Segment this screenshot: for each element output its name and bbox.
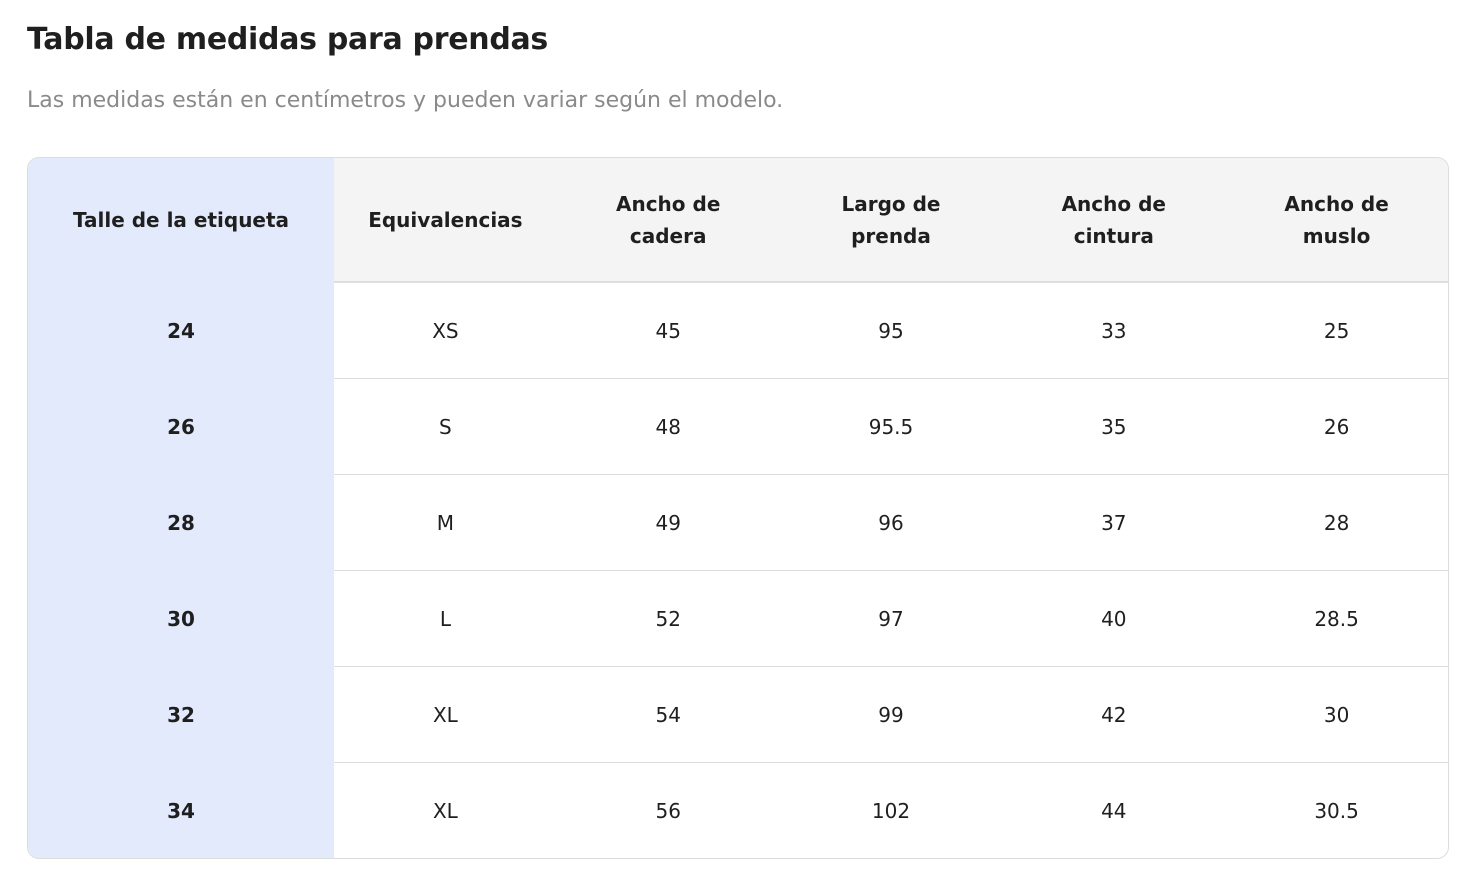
table-cell: 45 <box>556 282 780 379</box>
column-header-text: Ancho de cintura <box>1061 191 1166 248</box>
table-cell: M <box>334 474 557 571</box>
table-cell: 95 <box>779 282 1003 379</box>
size-table: Talle de la etiqueta Equivalencias Ancho d… <box>28 158 1448 858</box>
size-label: 26 <box>28 378 334 475</box>
column-header-text: Largo de prenda <box>841 191 941 248</box>
subtitle: Las medidas están en centímetros y puede… <box>27 88 784 113</box>
column-header-text: Talle de la etiqueta <box>72 207 290 232</box>
size-label: 34 <box>28 762 334 858</box>
table-cell: XL <box>334 666 557 763</box>
table-cell: 40 <box>1002 570 1226 667</box>
table-row: 26 S 48 95.5 35 26 <box>28 378 1448 475</box>
table-container: Talle de la etiqueta Equivalencias Ancho d… <box>27 157 1449 859</box>
column-header-text: Ancho de muslo <box>1284 191 1389 248</box>
table-cell: 44 <box>1101 798 1127 823</box>
table-row: 28 M 49 96 37 28 <box>28 474 1448 571</box>
size-label: 32 <box>28 666 334 763</box>
table-cell: 33 <box>1002 282 1226 379</box>
table-cell: 49 <box>556 474 780 571</box>
table-cell: 56 <box>655 798 681 823</box>
header-row: Talle de la etiqueta Equivalencias Ancho d… <box>28 158 1448 283</box>
column-header-text: Equivalencias <box>368 207 523 232</box>
column-header: Equivalencias <box>334 158 557 283</box>
table-cell: 26 <box>1225 378 1448 475</box>
table-cell: 48 <box>556 378 780 475</box>
table-cell: S <box>334 378 557 475</box>
table-cell: 102 <box>871 798 911 823</box>
table-cell: 28.5 <box>1225 570 1448 667</box>
table-cell: 99 <box>779 666 1003 763</box>
table-cell: 54 <box>556 666 780 763</box>
table-cell: 30.5 <box>1314 798 1359 823</box>
column-header-text: Ancho de cadera <box>615 191 721 248</box>
table-cell: 97 <box>779 570 1003 667</box>
table-cell: XL <box>432 798 458 823</box>
table-body: 24 XS 45 95 33 25 26 S 48 95.5 35 26 28 M 49 96 37 28 30 L 5… <box>28 282 1448 858</box>
size-label: 24 <box>28 282 334 379</box>
column-header: Ancho de cintura <box>1002 158 1226 283</box>
column-header: Ancho de cadera <box>556 158 780 283</box>
table-cell: 95.5 <box>779 378 1003 475</box>
table-cell: 42 <box>1002 666 1226 763</box>
size-label: 30 <box>28 570 334 667</box>
table-cell: 28 <box>1225 474 1448 571</box>
table-cell: 25 <box>1225 282 1448 379</box>
table-cell: 52 <box>556 570 780 667</box>
table-cell: 35 <box>1002 378 1226 475</box>
table-cell: 30 <box>1225 666 1448 763</box>
table-cell: L <box>334 570 557 667</box>
column-header: Ancho de muslo <box>1225 158 1448 283</box>
column-header: Talle de la etiqueta <box>28 158 334 283</box>
table-cell: XS <box>334 282 557 379</box>
table-cell: 96 <box>779 474 1003 571</box>
table-row: 30 L 52 97 40 28.5 <box>28 570 1448 667</box>
title: Tabla de medidas para prendas <box>27 22 548 57</box>
table-row: 32 XL 54 99 42 30 <box>28 666 1448 763</box>
table-row: 24 XS 45 95 33 25 <box>28 282 1448 379</box>
column-header: Largo de prenda <box>779 158 1003 283</box>
table-row: 34 XL 56 102 44 30.5 <box>28 762 1448 858</box>
table-cell: 37 <box>1002 474 1226 571</box>
size-label: 28 <box>28 474 334 571</box>
